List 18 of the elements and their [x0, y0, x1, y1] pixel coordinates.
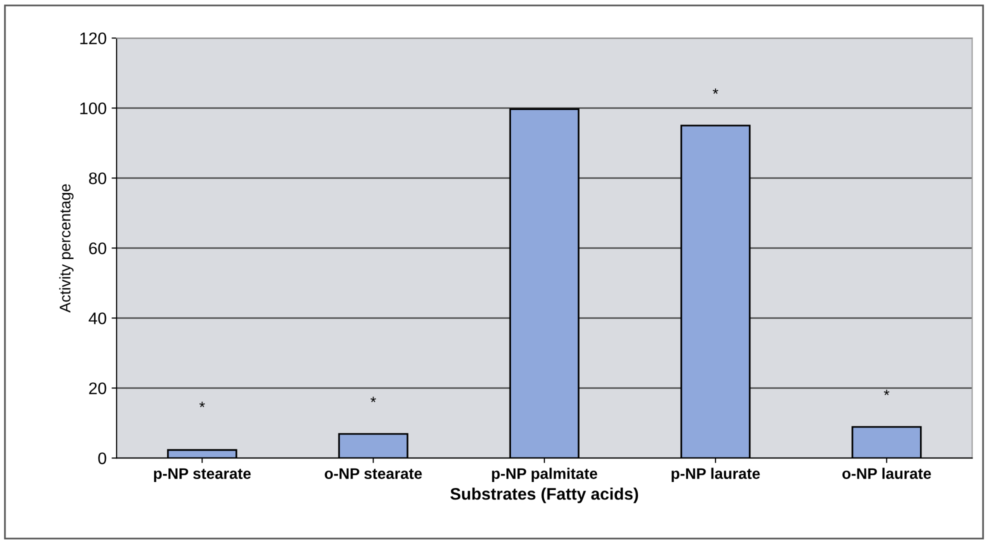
- y-tick-label: 100: [80, 102, 106, 114]
- y-tick-label: 60: [89, 242, 106, 254]
- y-tick-label: 40: [88, 312, 106, 324]
- x-tick-label: p-NP stearate: [154, 468, 251, 482]
- x-tick-label: p-NP palmitate: [492, 468, 598, 482]
- y-tick-label: 20: [89, 382, 106, 394]
- annotation: *: [884, 390, 890, 396]
- annotation: *: [370, 396, 376, 402]
- y-tick-label: 80: [89, 172, 106, 184]
- y-axis-title: Activity percentage: [59, 184, 74, 313]
- y-tick-label: 120: [80, 32, 106, 44]
- y-tick-label: 0: [98, 452, 106, 464]
- x-tick-label: o-NP stearate: [324, 468, 422, 479]
- annotation: *: [199, 402, 205, 408]
- x-tick-label: p-NP laurate: [672, 468, 760, 482]
- x-axis-title: Substrates (Fatty acids): [450, 488, 638, 504]
- annotation: *: [712, 88, 718, 94]
- x-tick-label: o-NP laurate: [842, 468, 931, 479]
